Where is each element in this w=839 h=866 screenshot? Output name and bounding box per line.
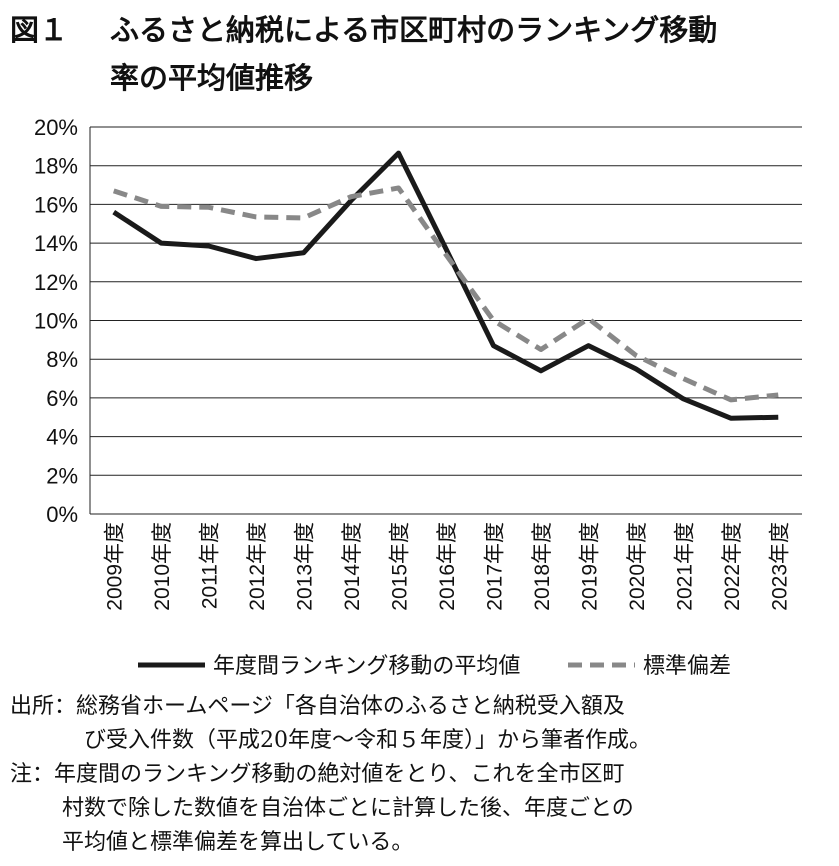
y-tick-label: 18% [34, 154, 78, 179]
x-tick-label: 2023年度 [768, 522, 791, 611]
y-tick-label: 20% [34, 115, 78, 140]
x-tick-label: 2009年度 [104, 522, 127, 611]
x-tick-label: 2010年度 [151, 522, 174, 611]
x-tick-label: 2020年度 [626, 522, 649, 611]
y-tick-label: 10% [34, 309, 78, 334]
source-line-2: び受入件数（平成20年度～令和５年度）」から筆者作成。 [84, 728, 651, 753]
x-tick-label: 2012年度 [246, 522, 269, 611]
chart-title: 図１ ふるさと納税による市区町村のランキング移動 率の平均値推移 [10, 6, 717, 102]
y-tick-label: 16% [34, 192, 78, 217]
y-tick-label: 2% [46, 463, 78, 488]
figure-label: 図１ [10, 13, 69, 47]
x-tick-label: 2011年度 [199, 522, 222, 609]
y-tick-label: 8% [46, 347, 78, 372]
series-line-2 [112, 185, 779, 403]
y-tick-label: 12% [34, 270, 78, 295]
y-tick-label: 14% [34, 231, 78, 256]
x-tick-label: 2016年度 [436, 522, 459, 611]
x-tick-label: 2015年度 [389, 522, 412, 611]
note-line-3: 平均値と標準偏差を算出している。 [62, 830, 414, 855]
note-line-2: 村数で除した数値を自治体ごとに計算した後、年度ごとの [62, 796, 634, 821]
x-tick-label: 2021年度 [673, 522, 696, 611]
series-line-1 [112, 150, 779, 421]
y-tick-label: 0% [46, 502, 78, 527]
note-line-1: 注：年度間のランキング移動の絶対値をとり、これを全市区町 [10, 762, 625, 787]
title-line-2: 率の平均値推移 [110, 61, 314, 95]
legend-label-mean: 年度間ランキング移動の平均値 [213, 654, 520, 679]
title-line-1: ふるさと納税による市区町村のランキング移動 [110, 13, 718, 47]
source-line-1: 出所：総務省ホームページ「各自治体のふるさと納税受入額及 [10, 694, 625, 719]
line-chart: 0% 2% 4% 6% 8% 10% 12% 14% 16% 18% 20% 2009年度 2010年度… [34, 115, 802, 679]
x-tick-label: 2013年度 [294, 522, 317, 611]
x-tick-label: 2022年度 [721, 522, 744, 611]
x-tick-label: 2018年度 [531, 522, 554, 611]
x-tick-label: 2017年度 [483, 522, 506, 611]
y-tick-label: 6% [46, 386, 78, 411]
y-tick-label: 4% [46, 425, 78, 450]
x-tick-label: 2014年度 [341, 522, 364, 611]
notes: 出所：総務省ホームページ「各自治体のふるさと納税受入額及 び受入件数（平成20年… [10, 690, 651, 860]
x-tick-label: 2019年度 [578, 522, 601, 611]
legend-label-stddev: 標準偏差 [643, 654, 731, 679]
